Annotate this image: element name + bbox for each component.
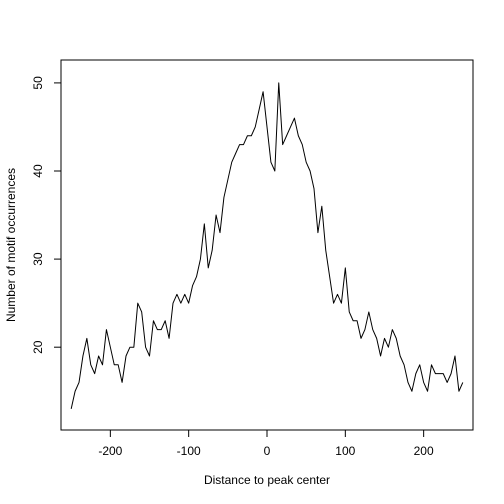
y-axis-title: Number of motif occurrences bbox=[4, 168, 18, 322]
line-series bbox=[70, 82, 464, 409]
x-tick-label: 200 bbox=[414, 444, 434, 458]
x-tick-label: 100 bbox=[335, 444, 355, 458]
y-tick-label: 40 bbox=[31, 164, 45, 178]
x-tick-label: 0 bbox=[264, 444, 271, 458]
x-tick-label: -200 bbox=[98, 444, 122, 458]
x-axis-title: Distance to peak center bbox=[204, 473, 330, 487]
x-tick-label: -100 bbox=[177, 444, 201, 458]
y-tick-label: 20 bbox=[31, 340, 45, 354]
y-tick-label: 50 bbox=[31, 76, 45, 90]
y-tick-label: 30 bbox=[31, 252, 45, 266]
